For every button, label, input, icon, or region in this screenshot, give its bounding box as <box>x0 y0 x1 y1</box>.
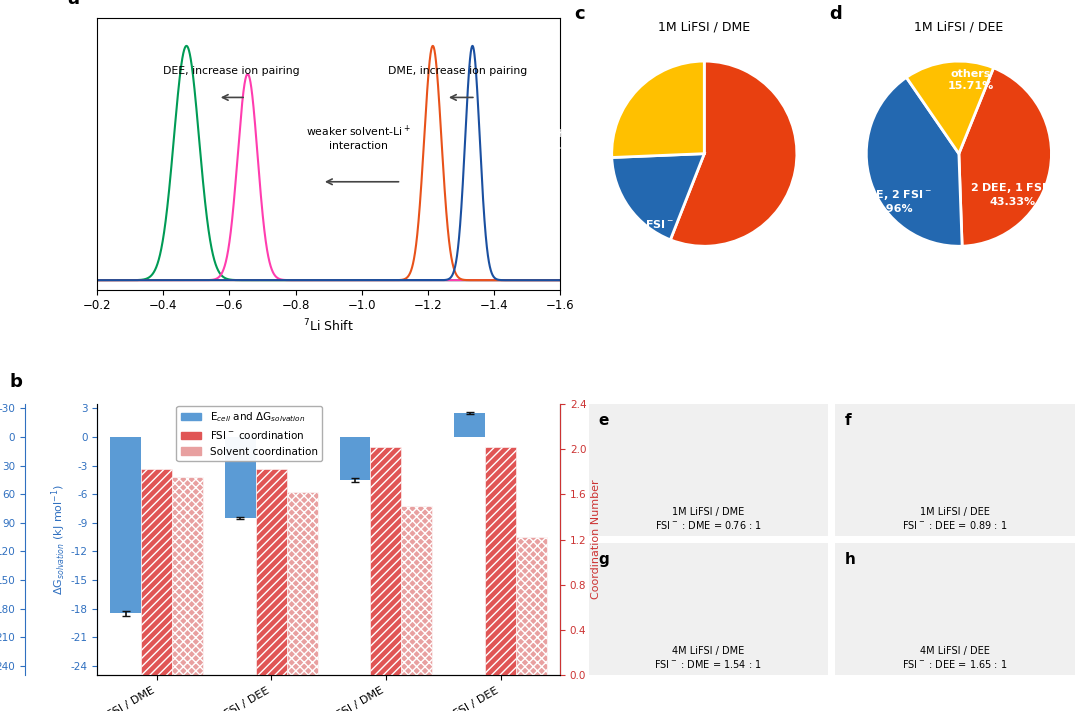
Text: b: b <box>10 373 22 391</box>
Text: 1M LiFSI / DME
FSI$^-$ : DME = 0.76 : 1: 1M LiFSI / DME FSI$^-$ : DME = 0.76 : 1 <box>654 507 761 531</box>
Bar <box>402 506 432 675</box>
Title: 1M LiFSI / DME: 1M LiFSI / DME <box>658 21 751 34</box>
Bar <box>141 469 172 675</box>
Wedge shape <box>866 77 962 246</box>
Text: weaker solvent-Li$^+$
interaction: weaker solvent-Li$^+$ interaction <box>306 124 410 151</box>
Text: e: e <box>598 413 608 428</box>
Y-axis label: ΔG$_{solvation}$ (kJ mol$^{-1}$): ΔG$_{solvation}$ (kJ mol$^{-1}$) <box>49 484 68 595</box>
Wedge shape <box>671 61 797 246</box>
Bar <box>287 492 318 675</box>
Text: h: h <box>845 552 855 567</box>
Bar <box>225 437 256 518</box>
Wedge shape <box>611 61 704 158</box>
Bar <box>370 447 402 675</box>
Y-axis label: Coordination Number: Coordination Number <box>591 480 600 599</box>
Text: others
25.66%: others 25.66% <box>542 129 589 151</box>
Legend: E$_{cell}$ and ΔG$_{solvation}$, FSI$^-$ coordination, Solvent coordination: E$_{cell}$ and ΔG$_{solvation}$, FSI$^-$… <box>176 406 322 461</box>
Text: 1 DEE, 2 FSI$^-$
40.96%: 1 DEE, 2 FSI$^-$ 40.96% <box>847 188 932 213</box>
Text: f: f <box>845 413 851 428</box>
Text: a: a <box>67 0 79 9</box>
Wedge shape <box>959 68 1052 246</box>
Bar <box>339 437 370 480</box>
Bar <box>172 477 203 675</box>
Text: 4M LiFSI / DME
FSI$^-$ : DME = 1.54 : 1: 4M LiFSI / DME FSI$^-$ : DME = 1.54 : 1 <box>654 646 762 670</box>
Text: 2 DEE, 1 FSI$^-$
43.33%: 2 DEE, 1 FSI$^-$ 43.33% <box>970 181 1054 207</box>
Bar <box>110 437 141 614</box>
Text: DME, increase ion pairing: DME, increase ion pairing <box>388 66 527 76</box>
Text: 1 DME, 2 FSI$^-$
18.37%: 1 DME, 2 FSI$^-$ 18.37% <box>586 218 674 244</box>
Wedge shape <box>906 61 994 154</box>
Title: 1M LiFSI / DEE: 1M LiFSI / DEE <box>915 21 1003 34</box>
Wedge shape <box>611 154 704 240</box>
Text: DEE, increase ion pairing: DEE, increase ion pairing <box>163 66 299 76</box>
Text: 2 DME, 1 FSI$^-$
55.97%: 2 DME, 1 FSI$^-$ 55.97% <box>586 264 674 290</box>
Bar <box>485 447 516 675</box>
Text: others
15.71%: others 15.71% <box>947 69 994 91</box>
Bar <box>454 413 485 437</box>
X-axis label: $^7$Li Shift: $^7$Li Shift <box>303 318 354 334</box>
Text: c: c <box>575 6 585 23</box>
Text: d: d <box>829 6 842 23</box>
Bar <box>256 469 287 675</box>
Text: 4M LiFSI / DEE
FSI$^-$ : DEE = 1.65 : 1: 4M LiFSI / DEE FSI$^-$ : DEE = 1.65 : 1 <box>902 646 1008 670</box>
Text: 1M LiFSI / DEE
FSI$^-$ : DEE = 0.89 : 1: 1M LiFSI / DEE FSI$^-$ : DEE = 0.89 : 1 <box>902 507 1008 531</box>
Text: g: g <box>598 552 609 567</box>
Bar <box>516 538 546 675</box>
